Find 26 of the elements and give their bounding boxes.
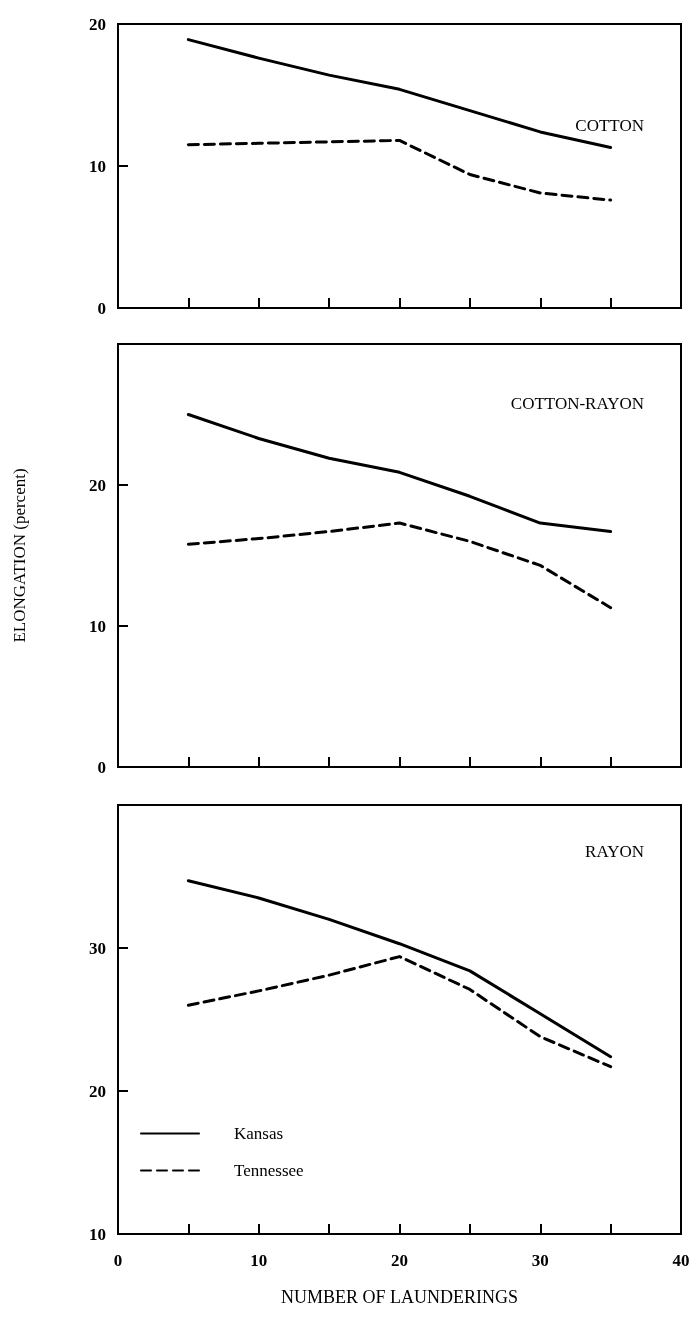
- line-series: [186, 413, 613, 534]
- y-tick-label: 0: [97, 757, 106, 777]
- y-tick-label: 20: [89, 14, 106, 34]
- y-axis-title: ELONGATION (percent): [10, 468, 29, 643]
- legend-label: Tennessee: [234, 1161, 304, 1180]
- x-axis-title: NUMBER OF LAUNDERINGS: [280, 1287, 519, 1307]
- line-series: [186, 955, 613, 1069]
- line-series: [186, 879, 613, 1059]
- y-tick-label: 0: [97, 298, 106, 318]
- y-tick-label: 30: [89, 938, 106, 958]
- y-tick-label: 10: [89, 156, 106, 176]
- line-series: [186, 138, 613, 202]
- text: COTTON: [575, 116, 645, 135]
- x-tick-label: 0: [113, 1251, 123, 1270]
- x-tick-label: 30: [531, 1251, 549, 1270]
- x-tick-label: 20: [391, 1251, 408, 1270]
- y-tick-label: 10: [89, 1224, 106, 1244]
- line-series: [186, 521, 613, 610]
- x-tick-label: 40: [672, 1251, 690, 1270]
- y-tick-label: 10: [89, 616, 106, 636]
- x-tick-label: 10: [250, 1251, 268, 1270]
- legend-label: Kansas: [234, 1124, 284, 1143]
- y-tick-label: 20: [89, 1081, 106, 1101]
- y-tick-label: 20: [89, 475, 106, 495]
- text: COTTON-RAYON: [510, 394, 645, 413]
- text: RAYON: [585, 842, 644, 861]
